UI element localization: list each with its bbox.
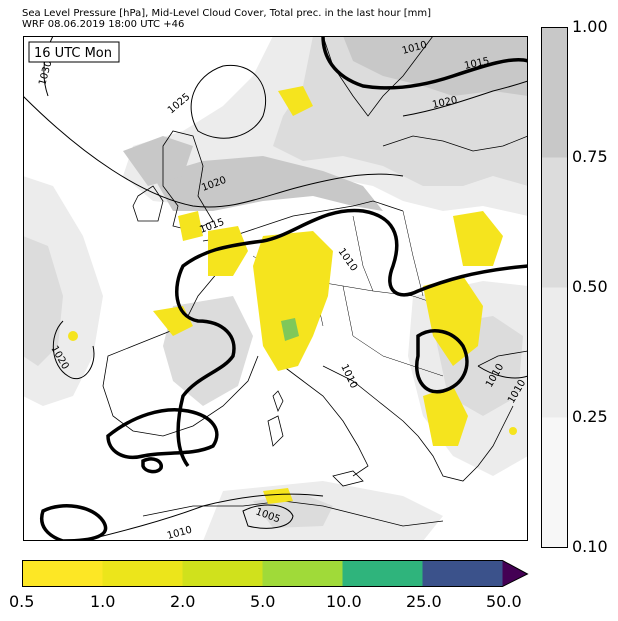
- chart-subtitle: WRF 08.06.2019 18:00 UTC +46: [22, 19, 185, 30]
- isobar-1005: [242, 504, 294, 529]
- isobar-layer: [23, 36, 528, 541]
- cloud-cover-colorbar-segment: [541, 287, 568, 418]
- cloud-cover-tick-label: 0.10: [572, 537, 608, 556]
- isobar-1010-south: [82, 493, 324, 541]
- isobar-1020-north: [402, 80, 528, 117]
- coastline-uk: [162, 130, 214, 232]
- precip-tick-label: 2.0: [170, 592, 196, 611]
- precipitation-colorbar-segment: [262, 560, 343, 587]
- weather-map: 1030 1025 1020 1015 1010 1010 1020 1015 …: [23, 36, 528, 541]
- coastline-baltic: [382, 135, 528, 152]
- precip-tick-label: 25.0: [406, 592, 442, 611]
- isobar-label: 1010: [166, 525, 193, 541]
- cloud-area-channel: [153, 156, 383, 211]
- precipitation-colorbar-segment: [422, 560, 503, 587]
- cloud-cover-colorbar-segment: [541, 417, 568, 548]
- precipitation-colorbar-segment: [22, 560, 103, 587]
- coastline-black-sea: [477, 350, 528, 367]
- cloud-cover-colorbar-segment: [541, 157, 568, 288]
- cloud-cover-colorbar-segment: [541, 27, 568, 158]
- precip-tick-label: 50.0: [486, 592, 522, 611]
- isobar-1010-small: [141, 457, 163, 474]
- precip-core-alps: [281, 318, 299, 341]
- precip-area-uk: [178, 211, 203, 241]
- cloud-area-scandinavia: [343, 36, 528, 96]
- coastline-greece: [417, 405, 514, 482]
- coastline-france-iberia: [102, 235, 259, 437]
- timestamp-label: 16 UTC Mon: [34, 46, 112, 61]
- coastline-north-africa: [142, 500, 444, 527]
- timestamp-box: [28, 41, 120, 63]
- coastline-ireland: [132, 185, 164, 222]
- chart-title: Sea Level Pressure [hPa], Mid-Level Clou…: [22, 8, 432, 19]
- isobar-label: 1015: [463, 56, 490, 72]
- precip-area-greece: [423, 386, 468, 446]
- precip-tick-label: 10.0: [326, 592, 362, 611]
- precip-area-central-europe: [253, 231, 333, 371]
- isobar-1020-atlantic: [52, 320, 95, 379]
- coastline-italy: [282, 365, 369, 477]
- precip-area-balkans: [423, 276, 483, 366]
- precipitation-colorbar-segment: [102, 560, 183, 587]
- precip-spot-aegean: [509, 427, 517, 435]
- precipitation-colorbar-segment: [342, 560, 423, 587]
- precipitation-colorbar-extend-arrow: [502, 560, 528, 587]
- island-corsica: [272, 390, 284, 413]
- coastline-adriatic: [322, 365, 419, 437]
- isobar-1030: [43, 36, 54, 97]
- isobar-label: 1020: [431, 95, 458, 111]
- precip-area-france: [208, 226, 248, 276]
- cloud-cover-tick-label: 0.75: [572, 147, 608, 166]
- precip-tick-label: 5.0: [250, 592, 276, 611]
- precipitation-colorbar-frame: [22, 560, 529, 587]
- isobar-1025: [190, 64, 267, 139]
- cloud-cover-colorbar-frame: [541, 27, 568, 548]
- isobar-1010-low: [106, 408, 219, 459]
- precip-area-africa: [263, 488, 293, 504]
- cloud-cover-tick-label: 0.50: [572, 277, 608, 296]
- island-sardinia: [267, 415, 284, 447]
- isobar-1015-north: [321, 36, 528, 90]
- isobar-1010-east: [477, 365, 528, 379]
- cloud-cover-colorbar: [541, 27, 568, 548]
- precip-spot-atlantic: [68, 331, 78, 341]
- precipitation-colorbar: [22, 560, 529, 587]
- cloud-area-uk: [123, 136, 193, 186]
- map-frame: [23, 36, 528, 541]
- cloud-area-atlantic-dense: [23, 236, 63, 366]
- isobar-1010-balkans: [415, 329, 469, 394]
- precip-tick-label: 0.5: [9, 592, 35, 611]
- isobar-low-africa: [40, 504, 108, 541]
- precipitation-colorbar-segment: [182, 560, 263, 587]
- isobar-1015-main: [175, 208, 528, 468]
- precip-area-north: [278, 86, 313, 116]
- cloud-cover-tick-label: 1.00: [572, 17, 608, 36]
- island-sicily: [332, 470, 364, 487]
- precip-area-east: [453, 211, 503, 266]
- cloud-cover-tick-label: 0.25: [572, 407, 608, 426]
- precip-tick-label: 1.0: [90, 592, 116, 611]
- isobar-1020-west: [23, 95, 404, 208]
